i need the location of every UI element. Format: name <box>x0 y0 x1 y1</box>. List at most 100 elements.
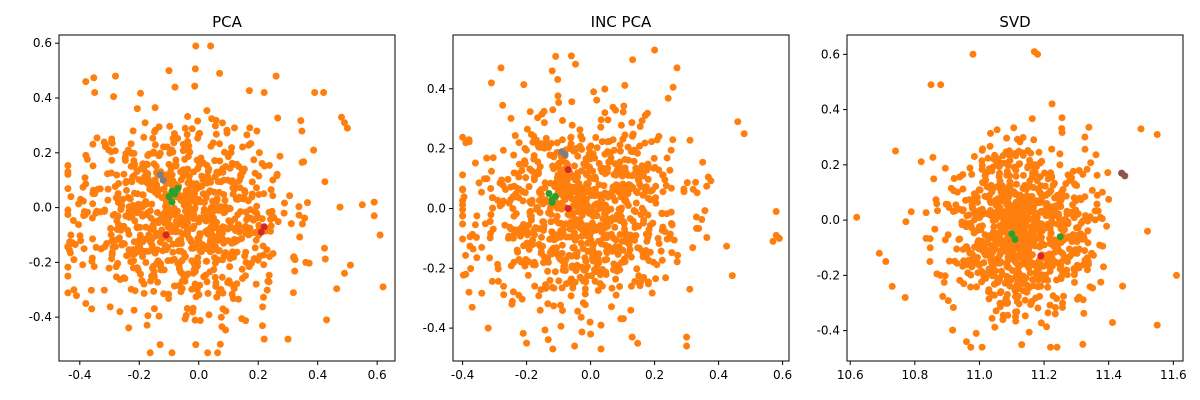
scatter-point <box>683 179 691 187</box>
scatter-point <box>211 122 219 130</box>
scatter-point <box>521 262 529 270</box>
scatter-point <box>972 329 980 337</box>
scatter-point <box>540 119 548 127</box>
scatter-point <box>1016 253 1024 261</box>
scatter-point <box>991 267 999 275</box>
scatter-point <box>1011 235 1019 243</box>
scatter-point <box>535 240 543 248</box>
scatter-point <box>1065 245 1073 253</box>
scatter-point <box>555 99 563 106</box>
scatter-point <box>978 278 986 286</box>
scatter-point <box>585 150 593 158</box>
scatter-point <box>655 240 663 247</box>
scatter-point <box>632 168 640 176</box>
scatter-point <box>740 130 748 138</box>
scatter-point <box>505 199 513 207</box>
scatter-point <box>674 251 682 259</box>
scatter-point <box>239 168 247 176</box>
scatter-point <box>203 278 211 286</box>
scatter-point <box>1024 282 1031 289</box>
scatter-point <box>251 169 259 177</box>
scatter-point <box>944 231 952 239</box>
scatter-point <box>1073 182 1081 189</box>
scatter-point <box>550 284 558 292</box>
scatter-point <box>545 209 552 217</box>
scatter-point <box>298 220 306 228</box>
scatter-point <box>468 303 476 311</box>
scatter-point <box>139 247 147 255</box>
scatter-point <box>974 269 982 277</box>
scatter-point <box>664 94 672 102</box>
scatter-point <box>202 257 210 265</box>
scatter-point <box>597 225 605 233</box>
scatter-point <box>211 206 219 214</box>
scatter-point <box>93 134 101 142</box>
scatter-point <box>206 177 214 185</box>
scatter-point <box>184 138 192 145</box>
scatter-point <box>152 229 160 237</box>
scatter-point <box>667 146 675 154</box>
scatter-point <box>616 147 624 155</box>
scatter-point <box>659 171 667 179</box>
scatter-point <box>501 221 509 229</box>
scatter-point <box>1003 171 1011 179</box>
scatter-point <box>544 336 552 344</box>
scatter-point <box>107 225 115 232</box>
scatter-point <box>298 158 306 166</box>
scatter-point <box>1009 267 1016 274</box>
scatter-point <box>634 339 642 347</box>
scatter-point <box>557 301 564 309</box>
subplot-title: SVD <box>999 13 1030 31</box>
scatter-point <box>941 164 949 172</box>
scatter-point <box>637 277 645 285</box>
scatter-point <box>1078 235 1086 243</box>
scatter-point <box>988 188 996 196</box>
scatter-point <box>140 165 148 173</box>
scatter-point <box>641 139 649 147</box>
scatter-point <box>979 145 987 153</box>
scatter-point <box>580 266 588 274</box>
scatter-point <box>1026 156 1034 164</box>
scatter-point <box>124 194 132 201</box>
scatter-point <box>985 286 993 294</box>
scatter-point <box>922 234 930 242</box>
scatter-point <box>956 276 964 284</box>
scatter-point <box>462 270 470 278</box>
scatter-point <box>556 159 564 167</box>
scatter-point <box>182 187 190 195</box>
scatter-point <box>597 345 605 353</box>
scatter-point <box>622 196 630 204</box>
scatter-point <box>230 186 238 194</box>
scatter-point <box>508 297 516 305</box>
scatter-point <box>179 192 187 200</box>
scatter-point <box>628 333 636 341</box>
scatter-point <box>967 283 975 291</box>
scatter-point <box>1083 266 1091 274</box>
scatter-point <box>981 172 989 180</box>
scatter-point <box>1059 216 1067 224</box>
scatter-point <box>184 113 192 120</box>
scatter-point <box>321 255 329 263</box>
scatter-point <box>155 312 163 320</box>
scatter-point <box>515 256 523 263</box>
scatter-point <box>581 254 589 262</box>
scatter-point <box>1003 134 1011 142</box>
scatter-point <box>593 96 601 104</box>
scatter-point <box>1058 114 1066 122</box>
scatter-point <box>379 283 387 291</box>
scatter-point <box>1001 215 1009 223</box>
scatter-point <box>616 141 624 149</box>
scatter-point <box>105 264 113 272</box>
scatter-point <box>265 271 273 279</box>
scatter-point <box>590 88 598 96</box>
scatter-point <box>629 56 637 64</box>
scatter-point <box>1046 301 1054 309</box>
scatter-point <box>129 173 137 181</box>
scatter-point <box>666 166 674 174</box>
scatter-point <box>1044 283 1052 291</box>
scatter-point <box>273 172 281 180</box>
scatter-point <box>297 117 305 125</box>
scatter-point <box>532 205 540 213</box>
scatter-point <box>73 292 80 300</box>
scatter-point <box>639 219 647 227</box>
